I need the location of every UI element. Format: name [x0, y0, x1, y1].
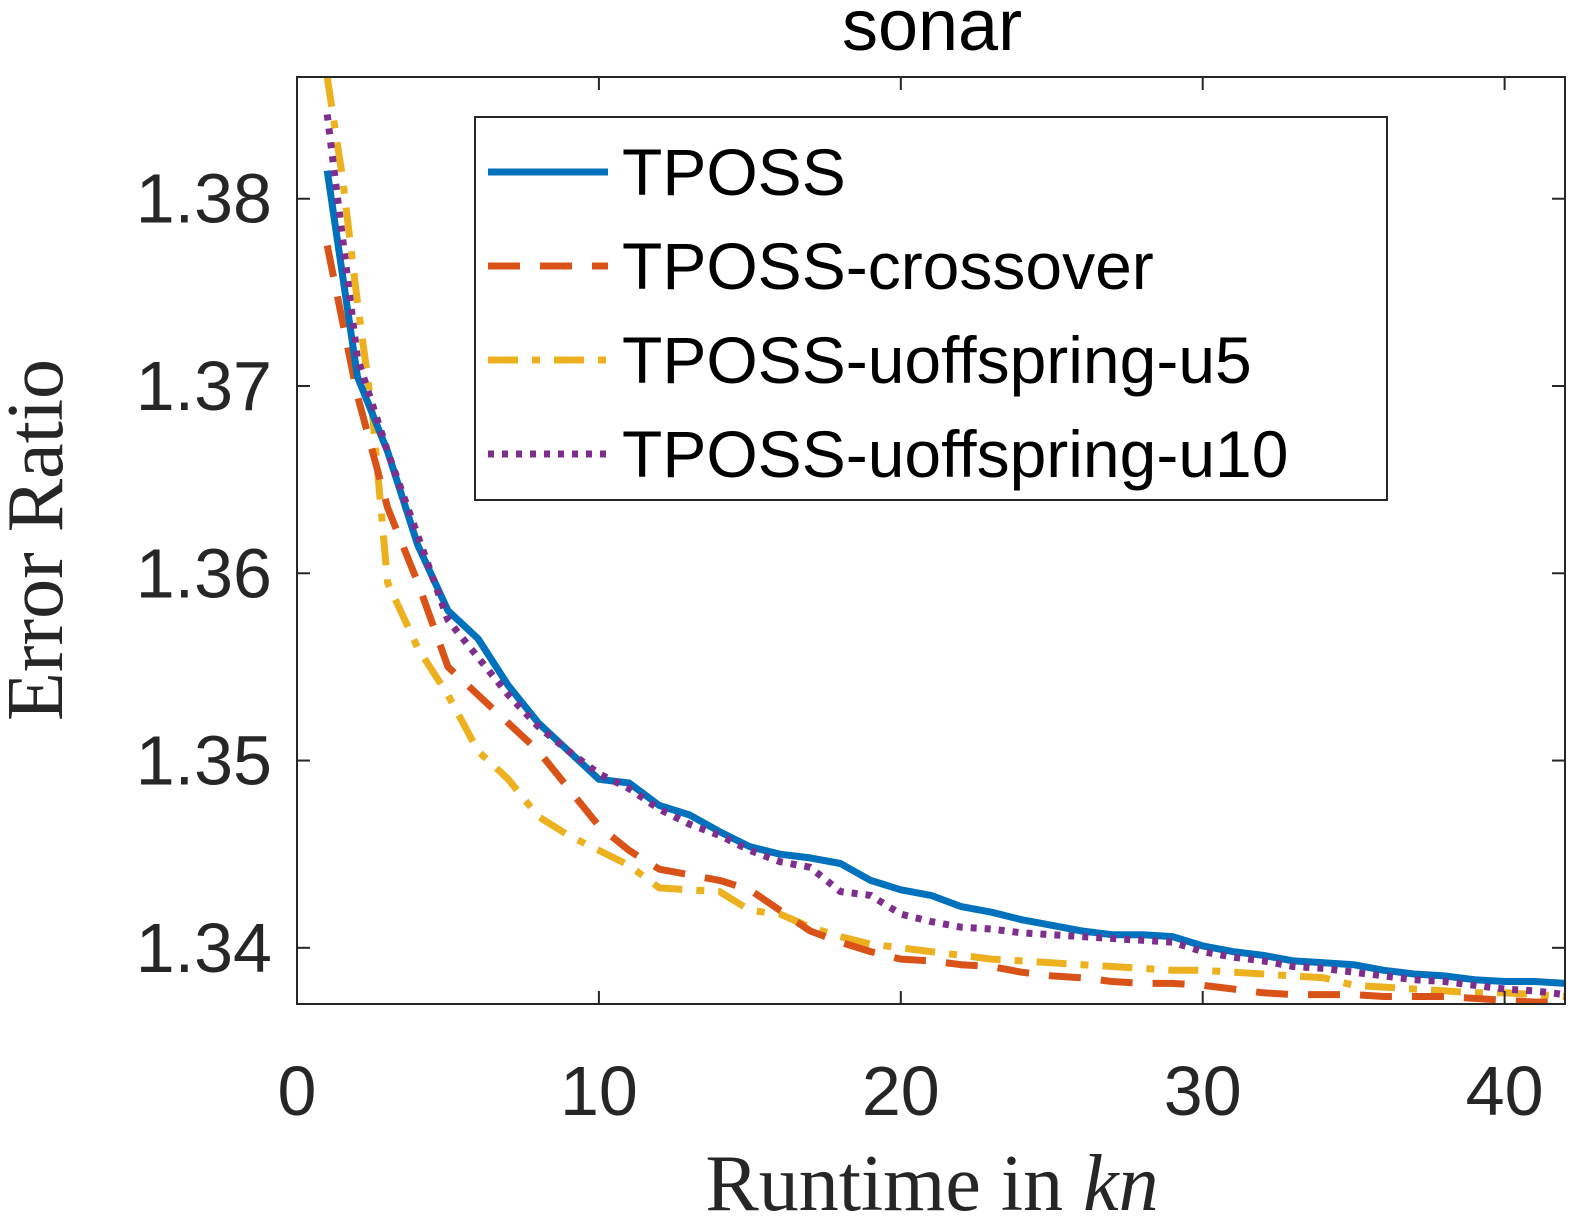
y-tick-label: 1.37	[136, 347, 272, 425]
series-line-tposs-uoffspring-u10	[323, 114, 1565, 999]
series-line-tposs	[323, 170, 1565, 987]
legend-entries: TPOSS TPOSS-crossover TPOSS-uoffspring-u5 T…	[488, 135, 1288, 491]
x-tick-label: 10	[560, 1052, 638, 1130]
y-axis-label: Error Ratio	[0, 359, 80, 721]
legend-label: TPOSS-uoffspring-u5	[622, 323, 1252, 397]
x-axis-ticks: 0 10 20 30 40	[278, 77, 1544, 1130]
series-line-tposs-uoffspring-u5	[323, 77, 1565, 1000]
x-axis-label: Runtime in kn	[705, 1140, 1158, 1224]
y-tick-label: 1.38	[136, 160, 272, 238]
series-line-tposs-crossover	[323, 244, 1565, 1004]
x-axis-label-variable: kn	[1083, 1140, 1159, 1224]
series-layer	[323, 77, 1565, 1004]
x-tick-label: 20	[862, 1052, 940, 1130]
legend-label: TPOSS-uoffspring-u10	[622, 417, 1288, 491]
axes-box	[296, 76, 1566, 1005]
x-tick-label: 30	[1164, 1052, 1242, 1130]
x-axis-label-text: Runtime in	[705, 1140, 1063, 1224]
legend-label: TPOSS-crossover	[622, 229, 1154, 303]
y-tick-label: 1.36	[136, 534, 272, 612]
legend: TPOSS TPOSS-crossover TPOSS-uoffspring-u5 T…	[474, 116, 1388, 501]
legend-box	[474, 116, 1388, 501]
y-tick-label: 1.35	[136, 722, 272, 800]
chart-title: sonar	[842, 0, 1022, 66]
x-tick-label: 40	[1466, 1052, 1544, 1130]
y-axis-ticks: 1.34 1.35 1.36 1.37 1.38	[136, 160, 1565, 987]
x-tick-label: 0	[278, 1052, 317, 1130]
y-tick-label: 1.34	[136, 909, 272, 987]
legend-label: TPOSS	[622, 135, 846, 209]
